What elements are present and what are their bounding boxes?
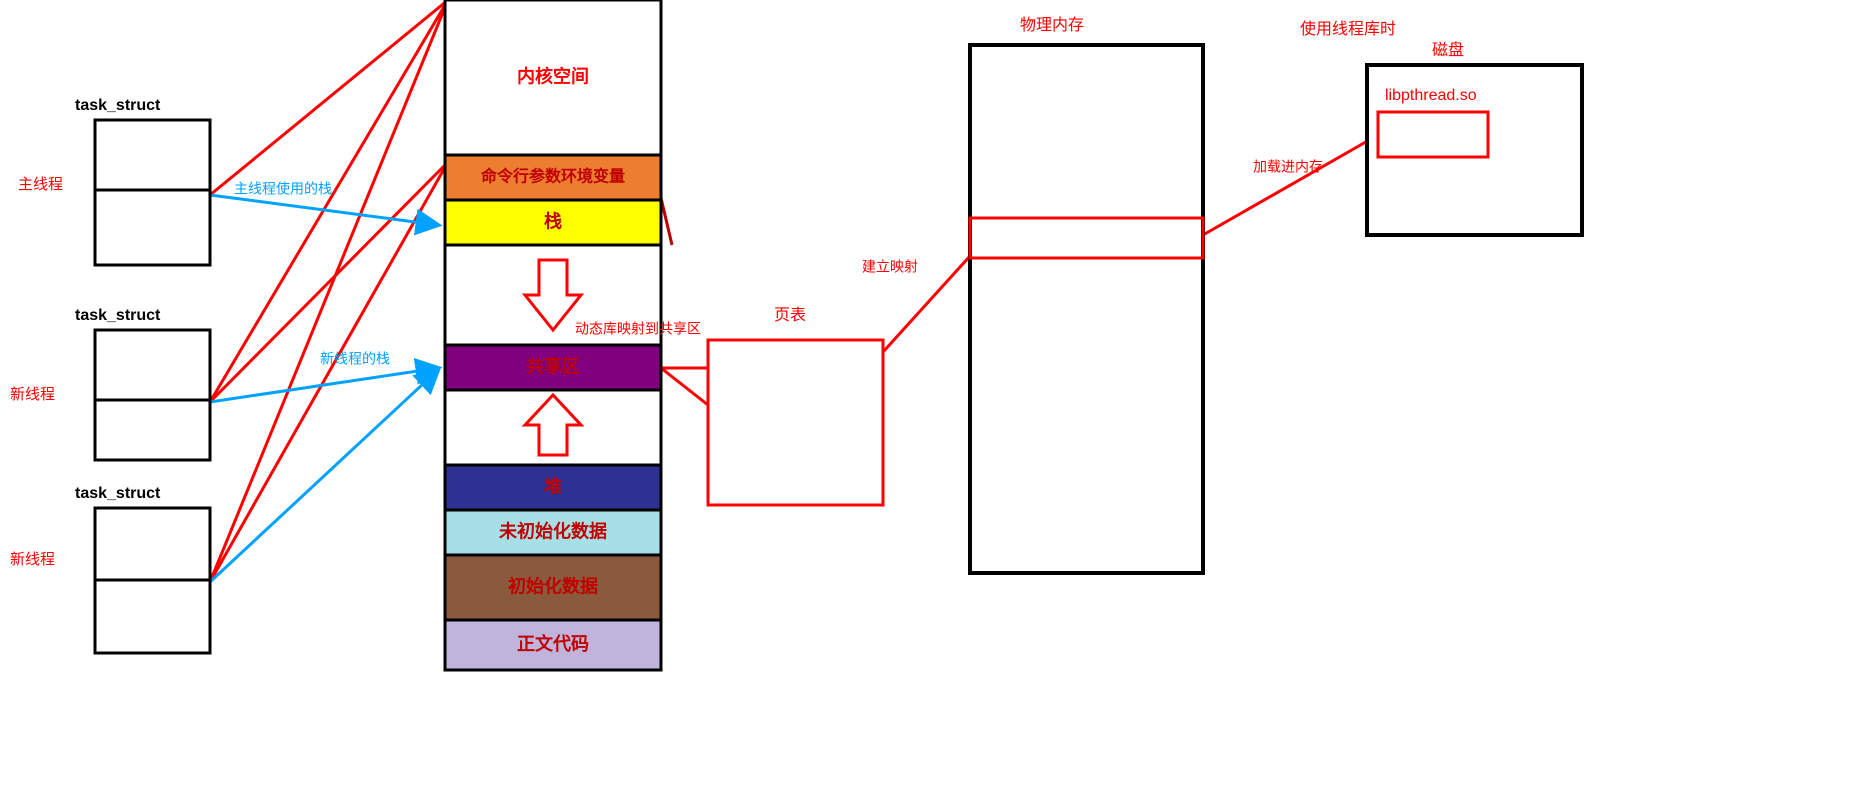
addr-segment-label-6: 堆 [544,475,562,496]
annotation-label-1: 新线程的栈 [320,351,390,367]
annotation-label-5: 使用线程库时 [1300,20,1396,38]
task-struct-2: task_struct 新线程 [10,485,210,653]
arrow-blue-2 [210,370,438,582]
diagram-canvas: task_struct 主线程 task_struct 新线程 task_struct 新… [0,0,1862,792]
connector-red-3 [210,0,448,582]
addr-segment-label-4: 共享区 [526,355,580,376]
physical-memory-label: 物理内存 [1020,16,1084,34]
page-table-box [708,340,883,505]
annotation-label-4: 加载进内存 [1253,159,1323,175]
task-struct-0: task_struct 主线程 [18,97,210,265]
disk-file-label: libpthread.so [1385,87,1477,104]
connector-red-8 [1203,135,1378,235]
disk-label: 磁盘 [1432,40,1464,59]
task-struct-title: task_struct [75,485,161,502]
task-struct-1: task_struct 新线程 [10,307,210,460]
task-struct-side-label: 新线程 [10,386,55,403]
addr-segment-label-2: 栈 [544,210,562,231]
addr-segment-label-8: 初始化数据 [508,575,598,596]
task-struct-title: task_struct [75,307,161,324]
task-struct-box [95,330,210,460]
connector-red-0 [210,0,448,195]
connector-red-10 [661,198,672,245]
physical-memory-box [970,45,1203,573]
connector-red-6 [661,368,708,405]
task-struct-box [95,120,210,265]
arrow-blue-1 [210,368,438,402]
annotation-label-3: 建立映射 [862,259,918,275]
addr-segment-label-1: 命令行参数环境变量 [480,167,625,186]
addr-segment-label-7: 未初始化数据 [499,520,607,541]
page-table-label: 页表 [774,306,806,324]
addr-segment-label-9: 正文代码 [517,633,589,654]
task-struct-side-label: 主线程 [18,176,63,193]
addr-segment-label-0: 内核空间 [517,65,589,86]
annotation-label-2: 动态库映射到共享区 [575,321,701,337]
task-struct-title: task_struct [75,97,161,114]
annotation-label-0: 主线程使用的栈 [234,181,332,197]
arrow-blue-0 [210,195,438,225]
task-struct-side-label: 新线程 [10,551,55,568]
